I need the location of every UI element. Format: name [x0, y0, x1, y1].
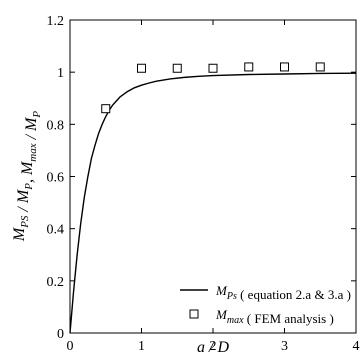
legend-label-mmax: Mmax ( FEM analysis )	[215, 307, 334, 326]
tick-labels: 0 1 2 3 4 0 0.2 0.4 0.6 0.8 1 1.2	[47, 14, 360, 354]
y-axis-label-group: MPS / MP, Mmax / MP	[11, 111, 43, 243]
y-tick-label-5: 1	[57, 66, 64, 81]
x-tick-label-1: 1	[138, 339, 145, 354]
y-tick-label-6: 1.2	[47, 14, 65, 29]
x-tick-label-2: 2	[210, 339, 217, 354]
series-mps-line-group	[69, 72, 357, 334]
x-axis-label: a / D	[197, 339, 229, 356]
legend: MPs ( equation 2.a & 3.a ) Mmax ( FEM ana…	[180, 283, 351, 326]
x-tick-label-4: 4	[353, 339, 360, 354]
y-axis-label: MPS / MP, Mmax / MP	[11, 111, 43, 243]
y-tick-label-2: 0.4	[47, 223, 65, 238]
x-tick-label-3: 3	[281, 339, 288, 354]
mmax-point-0	[101, 104, 111, 114]
x-tick-label-0: 0	[67, 339, 74, 354]
series-mmax-markers-group	[101, 62, 325, 114]
mmax-point-6	[315, 62, 325, 72]
mmax-point-3	[208, 63, 218, 73]
mmax-point-4	[244, 62, 254, 72]
series-mps-line	[69, 72, 357, 334]
legend-label-mps: MPs ( equation 2.a & 3.a )	[215, 283, 351, 302]
mmax-point-2	[172, 63, 182, 73]
y-tick-label-3: 0.6	[47, 171, 65, 186]
legend-square-swatch	[189, 309, 199, 319]
y-tick-label-1: 0.2	[47, 275, 65, 290]
tick-marks	[69, 19, 357, 334]
mmax-point-5	[280, 62, 289, 72]
mmax-point-1	[137, 63, 146, 73]
y-tick-label-4: 0.8	[47, 118, 65, 133]
y-tick-label-0: 0	[57, 327, 64, 342]
